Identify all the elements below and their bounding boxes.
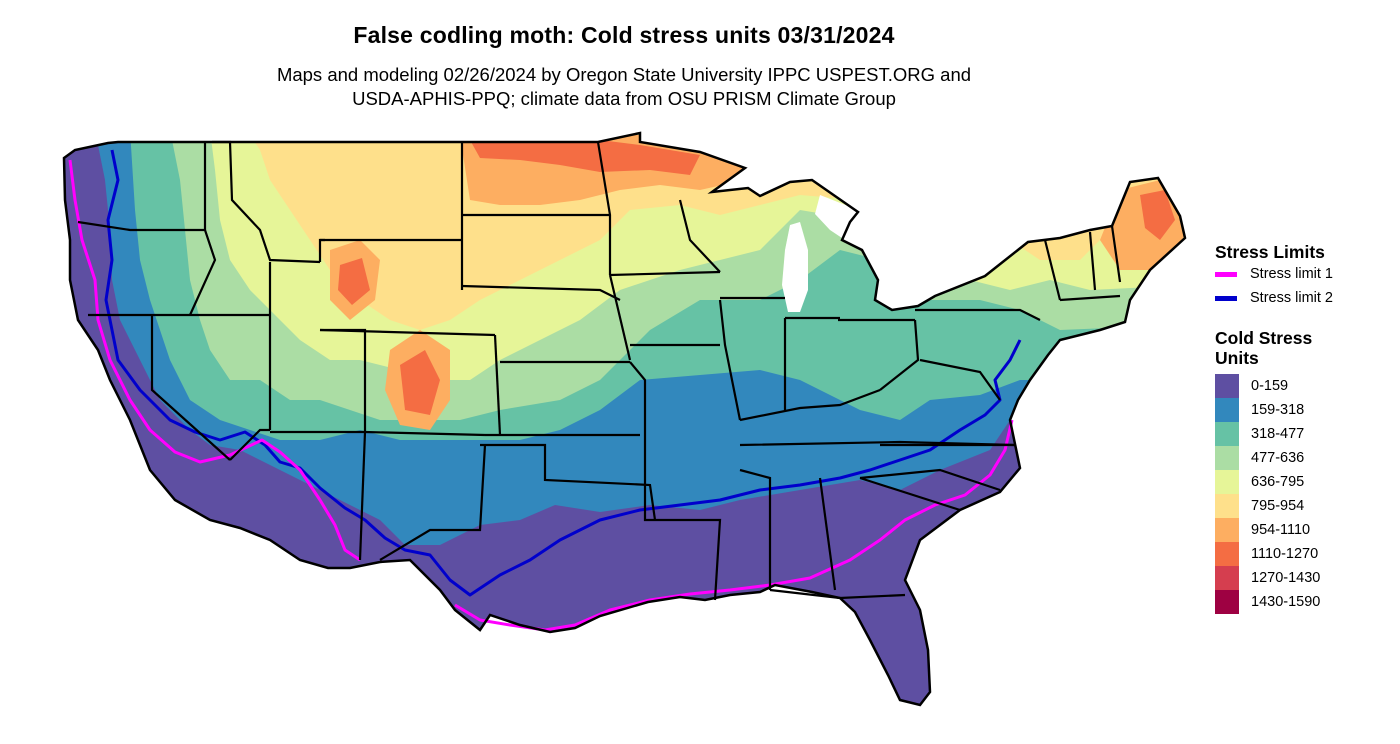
cold-stress-legend-item: 318-477 [1215,422,1395,446]
cold-stress-swatch [1215,374,1239,398]
border-ny-vt [1043,239,1062,301]
cold-stress-legend-item: 477-636 [1215,446,1395,470]
cold-stress-legend-item: 1110-1270 [1215,542,1395,566]
border-co-nm [364,430,486,437]
cold-stress-swatch [1215,494,1239,518]
border-ga-sc [859,476,961,512]
border-wa-or [77,220,205,232]
map-subtitle: Maps and modeling 02/26/2024 by Oregon S… [0,63,1248,111]
border-al-ga [818,477,837,591]
border-az-nm [358,431,367,561]
cold-stress-legend-item: 1430-1590 [1215,590,1395,614]
subtitle-line-1: Maps and modeling 02/26/2024 by Oregon S… [276,64,972,85]
cold-stress-label: 159-318 [1251,402,1305,418]
stress-limits-legend-title: Stress Limits [1215,242,1325,262]
cold-stress-legend-item: 795-954 [1215,494,1395,518]
cold-stress-label: 0-159 [1251,378,1289,394]
stress-limit-legend-item: Stress limit 2 [1215,286,1395,310]
border-id-mt [212,140,321,264]
cold-stress-label: 1430-1590 [1251,594,1321,610]
stress-limits-list: Stress limit 1 Stress limit 2 [1215,262,1395,310]
band-1110-1270 [470,140,700,175]
stress-limit-swatch [1215,295,1237,301]
cold-stress-swatch [1215,566,1239,590]
border-mo-ar [643,435,655,522]
cold-stress-swatch [1215,590,1239,614]
lake-michigan [782,222,808,312]
cold-stress-swatch [1215,398,1239,422]
cold-stress-swatch [1215,518,1239,542]
border-il-in [718,299,742,421]
cold-stress-swatch [1215,446,1239,470]
cold-stress-swatch [1215,470,1239,494]
border-ga-fl [769,588,906,600]
cold-stress-legend-title: Cold Stress Units [1215,328,1313,368]
stress-limit-label: Stress limit 2 [1250,290,1333,306]
cold-stress-label: 795-954 [1251,498,1305,514]
border-ms-al [739,468,772,590]
legend: Stress Limits Stress limit 1 Stress limit… [1215,242,1395,614]
border-md-va [919,358,1001,401]
border-vt-nh [1088,231,1097,291]
cold-stress-legend-item: 159-318 [1215,398,1395,422]
cold-stress-legend-item: 954-1110 [1215,518,1395,542]
border-nv-az [229,428,270,461]
cold-stress-list: 0-159 159-318 318-477 477-636 636-795 795-954… [1215,374,1395,614]
border-ca-nv [150,315,231,461]
cold-stress-label: 636-795 [1251,474,1305,490]
cold-stress-legend-item: 0-159 [1215,374,1395,398]
cold-stress-label: 954-1110 [1251,522,1311,538]
state-boundaries [77,140,1122,601]
border-nh-me [1110,225,1122,283]
stress-limit-label: Stress limit 1 [1250,266,1333,282]
stress-limit-2-line [104,149,1022,597]
cold-stress-label: 477-636 [1251,450,1305,466]
cold-stress-label: 318-477 [1251,426,1305,442]
border-in-ky [739,388,881,422]
border-ia-il-mo [629,361,647,435]
border-nd-mn [596,141,612,275]
band-1110-1270-me [1140,190,1175,240]
border-nm-tx [379,444,487,561]
band-1110-1270-mtn [338,258,370,305]
cold-stress-label: 1270-1430 [1251,570,1321,586]
border-oh-wv [879,319,920,391]
cold-stress-swatch [1215,422,1239,446]
border-mn-ia [609,270,721,277]
border-ne-ia [608,274,632,361]
stress-limit-swatch [1215,271,1237,277]
stress-limit-legend-item: Stress limit 1 [1215,262,1395,286]
border-mn-wi [678,199,721,273]
border-pa-ny [915,308,1041,321]
border-ar-ms [655,518,722,601]
border-nc-sc [859,468,1001,492]
map-title: False codling moth: Cold stress units 03… [353,22,895,48]
border-or-id [188,229,217,316]
border-sd-ne [461,284,621,301]
cold-stress-label: 1110-1270 [1251,546,1319,562]
border-wy-co [319,328,496,337]
border-ok-tx [480,443,657,521]
cold-stress-swatch [1215,542,1239,566]
band-1110-1270-co [400,350,440,415]
subtitle-line-2: USDA-APHIS-PPQ; climate data from OSU PR… [352,88,896,109]
cold-stress-legend-item: 636-795 [1215,470,1395,494]
border-co-ks [493,334,502,436]
border-ma [1059,294,1121,302]
cold-stress-legend-item: 1270-1430 [1215,566,1395,590]
